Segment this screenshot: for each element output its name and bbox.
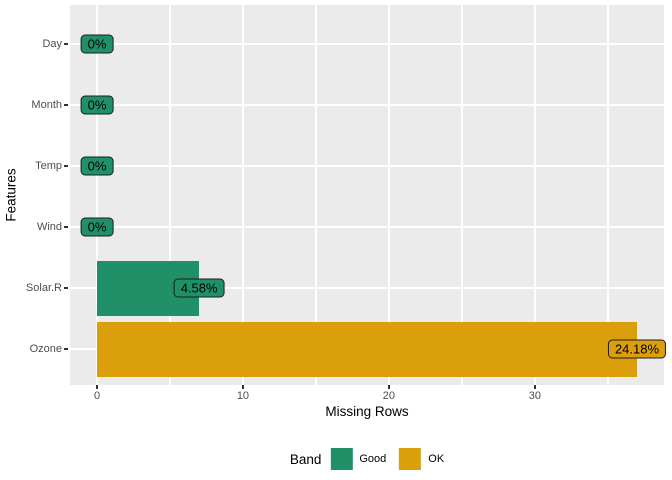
y-tick [64, 43, 68, 45]
y-axis-title: Features [3, 168, 19, 222]
gridline-x-minor [607, 5, 609, 385]
legend-swatch-good-icon [330, 448, 353, 470]
legend-item-good: Good [330, 448, 386, 470]
y-tick-label-ozone: Ozone [29, 342, 62, 355]
gridline-x-major [387, 5, 390, 385]
x-tick-label: 10 [236, 390, 250, 402]
bar-label-wind: 0% [80, 217, 114, 237]
gridline-x-minor [315, 5, 317, 385]
y-tick [64, 104, 68, 106]
gridline-x-minor [461, 5, 463, 385]
x-tick-label: 0 [93, 390, 101, 402]
y-tick-label-wind: Wind [36, 220, 62, 233]
gridline-y-major [70, 164, 664, 168]
gridline-y-major [70, 42, 664, 46]
gridline-y-major [70, 103, 664, 107]
gridline-y-major [70, 286, 664, 290]
gridline-x-major [96, 5, 98, 385]
legend-label-good: Good [359, 453, 387, 465]
x-tick [242, 385, 244, 389]
legend-swatch-ok-icon [399, 448, 422, 470]
legend-label-ok: OK [428, 453, 445, 465]
y-tick-label-solarr: Solar.R [25, 281, 62, 294]
x-tick-label: 30 [528, 390, 541, 402]
gridline-y-major [70, 225, 664, 229]
y-tick [64, 348, 68, 350]
x-tick-label: 20 [382, 390, 396, 402]
legend-title: Band [289, 451, 322, 467]
y-tick-label-day: Day [42, 37, 62, 50]
legend: Band Good OK [290, 448, 444, 470]
y-tick [64, 287, 68, 289]
y-tick-label-month: Month [31, 98, 62, 111]
gridline-x-major [241, 5, 244, 385]
x-tick [96, 385, 98, 389]
bar-label-day: 0% [80, 34, 114, 54]
y-tick-label-temp: Temp [35, 159, 62, 172]
y-tick [64, 226, 68, 228]
x-axis-title: Missing Rows [325, 404, 409, 419]
y-tick [64, 165, 68, 167]
gridline-x-minor [169, 5, 171, 385]
bar-label-temp: 0% [80, 156, 114, 176]
gridline-x-major [533, 5, 536, 385]
bar-label-month: 0% [80, 95, 114, 115]
legend-item-ok: OK [399, 448, 444, 470]
x-tick [534, 385, 536, 389]
bar-label-solarr: 4.58% [173, 278, 225, 298]
x-tick [388, 385, 390, 389]
bar-ozone [97, 321, 637, 377]
bar-label-ozone: 24.18% [607, 339, 667, 359]
